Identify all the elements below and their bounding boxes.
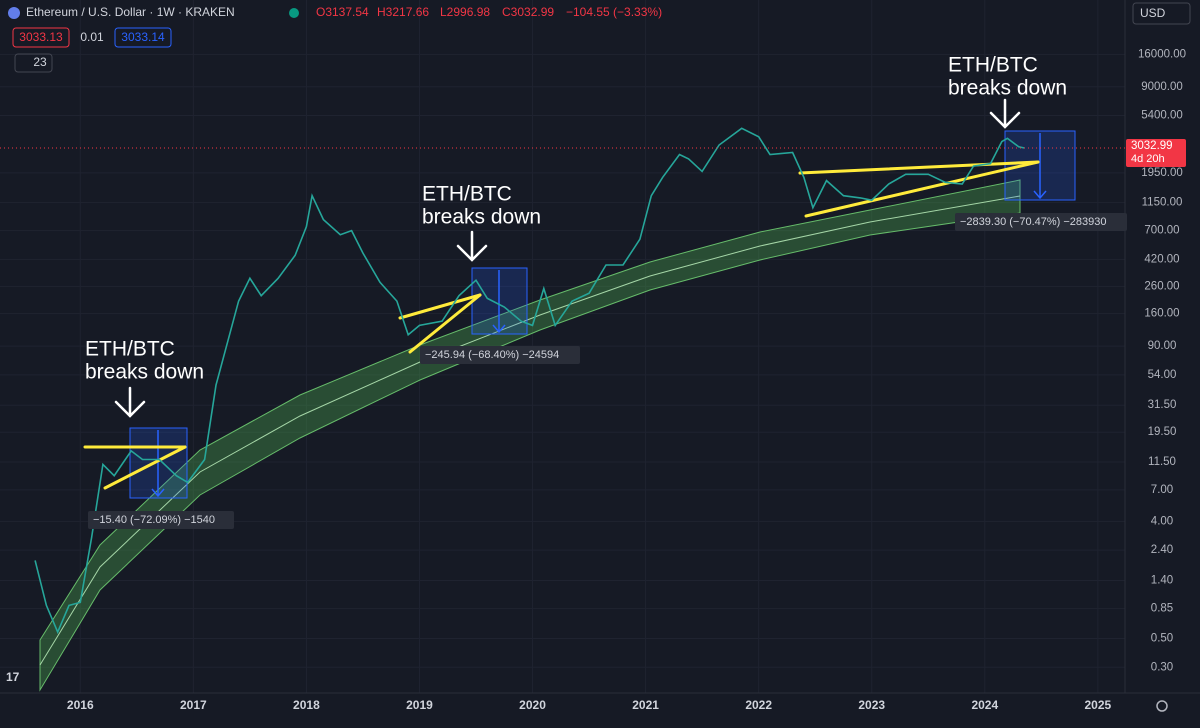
y-tick-label: 0.50 <box>1151 633 1173 645</box>
x-tick-label: 2019 <box>406 698 433 712</box>
y-tick-label: 11.50 <box>1148 456 1176 468</box>
ohlc-low: L2996.98 <box>440 5 490 19</box>
y-tick-label: 260.00 <box>1144 280 1179 292</box>
ask[interactable]: 3033.14 <box>121 30 165 44</box>
annotation: ETH/BTC <box>85 338 175 361</box>
indicator-toggle[interactable] <box>14 53 53 73</box>
annotation: breaks down <box>948 77 1067 100</box>
y-tick-label: 1.40 <box>1151 575 1173 587</box>
y-tick-label: 700.00 <box>1144 225 1179 237</box>
y-tick-label: 19.50 <box>1148 426 1177 438</box>
measure-label-box <box>88 511 234 529</box>
spread: 0.01 <box>80 30 104 44</box>
ohlc-change: −104.55 (−3.33%) <box>566 5 662 19</box>
y-tick-label: 1950.00 <box>1141 167 1183 179</box>
x-tick-label: 2024 <box>971 698 998 712</box>
y-tick-label: 420.00 <box>1144 253 1179 265</box>
annotation-arrows <box>114 98 1021 418</box>
x-tick-label: 2017 <box>180 698 207 712</box>
y-tick-label: 160.00 <box>1144 308 1179 320</box>
buy-box[interactable] <box>114 27 172 48</box>
x-tick-label: 2025 <box>1085 698 1112 712</box>
bid[interactable]: 3033.13 <box>19 30 63 44</box>
eth-icon <box>8 7 20 19</box>
measure-arrows <box>151 133 1047 498</box>
annotation: ETH/BTC <box>422 183 512 206</box>
y-tick-label: 16000.00 <box>1138 48 1186 60</box>
x-tick-label: 2022 <box>745 698 772 712</box>
ohlc-open: O3137.54 <box>316 5 369 19</box>
x-tick-label: 2020 <box>519 698 546 712</box>
ohlc-close: C3032.99 <box>502 5 554 19</box>
x-tick-label: 2021 <box>632 698 659 712</box>
y-tick-label: 54.00 <box>1148 369 1177 381</box>
sell-box[interactable] <box>12 27 70 48</box>
last-price-box <box>1126 138 1186 167</box>
currency-box[interactable] <box>1132 2 1191 25</box>
y-tick-label: 9000.00 <box>1141 81 1183 93</box>
y-tick-label: 4.00 <box>1151 515 1173 527</box>
tv-logo: 17 <box>6 670 20 684</box>
symbol: Ethereum / U.S. Dollar · 1W · KRAKEN <box>26 5 235 19</box>
settings-icon[interactable] <box>1156 700 1168 712</box>
indicator-count[interactable]: 23 <box>33 55 47 69</box>
y-tick-label: 2.40 <box>1151 544 1173 556</box>
market-status <box>289 8 299 18</box>
y-tick-label: 90.00 <box>1148 340 1177 352</box>
y-tick-label: 5400.00 <box>1141 110 1183 122</box>
annotation: breaks down <box>422 206 541 229</box>
annotation: ETH/BTC <box>948 54 1038 77</box>
annotation: breaks down <box>85 361 204 384</box>
x-tick-label: 2018 <box>293 698 320 712</box>
measure-label: −245.94 (−68.40%) −24594 <box>425 349 559 361</box>
measure-label-box <box>955 213 1127 231</box>
measure-label: −2839.30 (−70.47%) −283930 <box>960 216 1107 228</box>
y-tick-label: 0.30 <box>1151 661 1173 673</box>
y-tick-label: 7.00 <box>1151 484 1173 496</box>
last-price-label: 3032.99 <box>1131 140 1173 152</box>
trendlines <box>83 160 1040 490</box>
y-tick-label: 31.50 <box>1148 399 1177 411</box>
measure-label: −15.40 (−72.09%) −1540 <box>93 514 215 526</box>
y-tick-label: 0.85 <box>1151 603 1173 615</box>
ohlc-high: H3217.66 <box>377 5 429 19</box>
price-line <box>34 127 1025 635</box>
x-tick-label: 2016 <box>67 698 94 712</box>
countdown: 4d 20h <box>1131 153 1165 165</box>
currency[interactable]: USD <box>1140 6 1166 20</box>
x-tick-label: 2023 <box>858 698 885 712</box>
measure-label-box <box>420 346 580 364</box>
y-tick-label: 1150.00 <box>1142 197 1183 209</box>
